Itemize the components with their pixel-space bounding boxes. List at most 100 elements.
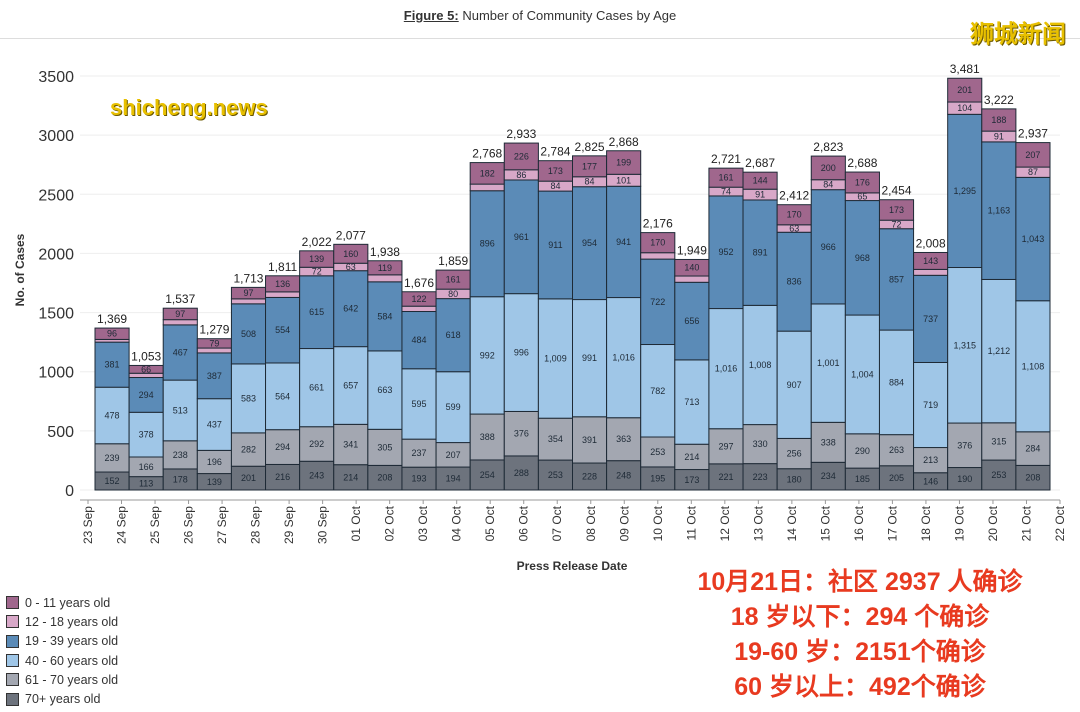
x-tick-label: 05 Oct [483, 505, 497, 541]
segment-label: 97 [175, 309, 185, 319]
total-label: 2,688 [847, 156, 877, 170]
x-tick-label: 25 Sep [148, 506, 162, 544]
segment-label: 178 [173, 474, 188, 484]
segment-label: 387 [207, 371, 222, 381]
segment-label: 961 [514, 232, 529, 242]
segment-label: 305 [377, 442, 392, 452]
segment-label: 315 [991, 436, 1006, 446]
segment-label: 294 [275, 442, 290, 452]
annotation: 10月21日：社区 2937 人确诊 18 岁以下：294 个确诊 19-60 … [650, 565, 1070, 705]
segment-label: 208 [377, 473, 392, 483]
segment-label: 238 [173, 450, 188, 460]
segment-label: 200 [821, 163, 836, 173]
bar-segment [401, 305, 437, 313]
segment-label: 966 [821, 242, 836, 252]
segment-label: 896 [480, 239, 495, 249]
bar-segment [196, 398, 232, 451]
segment-label: 1,108 [1022, 361, 1045, 371]
legend-swatch [6, 673, 19, 687]
bar-segment [878, 199, 915, 221]
segment-label: 195 [650, 473, 665, 483]
bar-segment [94, 327, 130, 340]
y-tick-label: 2500 [38, 187, 74, 204]
segment-label: 140 [684, 263, 699, 273]
total-label: 1,713 [233, 271, 263, 285]
segment-label: 341 [343, 440, 358, 450]
segment-label: 1,295 [953, 186, 976, 196]
total-label: 2,022 [302, 235, 332, 249]
x-tick-label: 02 Oct [383, 505, 397, 541]
segment-label: 1,001 [817, 358, 840, 368]
segment-label: 992 [480, 350, 495, 360]
segment-label: 180 [787, 474, 802, 484]
bar-segment [333, 243, 369, 264]
legend-swatch [6, 692, 19, 706]
bar-segment [742, 199, 778, 306]
segment-label: 857 [889, 274, 904, 284]
bar-segment [844, 200, 880, 316]
watermark-site: shicheng.news [110, 95, 268, 120]
segment-label: 104 [957, 103, 972, 113]
bar-segment [640, 252, 676, 260]
bar-segment [299, 460, 335, 491]
bar-segment [572, 299, 608, 418]
segment-label: 564 [275, 391, 290, 401]
bar-segment [503, 455, 539, 491]
segment-label: 583 [241, 393, 256, 403]
segment-label: 253 [650, 447, 665, 457]
segment-label: 214 [343, 472, 358, 482]
bar-segment [537, 298, 574, 419]
segment-label: 388 [480, 432, 495, 442]
bar-segment [367, 274, 403, 283]
bar-segment [435, 442, 471, 468]
x-tick-label: 19 Oct [952, 505, 966, 541]
segment-label: 513 [173, 405, 188, 415]
total-label: 1,676 [404, 276, 434, 290]
segment-label: 87 [1028, 167, 1038, 177]
segment-label: 884 [889, 377, 904, 387]
legend-item: 0 - 11 years old [6, 593, 118, 612]
legend-label: 61 - 70 years old [25, 672, 119, 687]
total-label: 2,825 [575, 140, 605, 154]
total-label: 2,454 [882, 184, 912, 198]
segment-label: 782 [650, 386, 665, 396]
segment-label: 144 [753, 176, 768, 186]
bar-segment [776, 437, 812, 470]
segment-label: 96 [107, 329, 117, 339]
legend-item: 70+ years old [6, 689, 118, 708]
segment-label: 584 [377, 311, 392, 321]
annotation-line: 10月21日：社区 2937 人确诊 [697, 568, 1023, 596]
segment-label: 991 [582, 353, 597, 363]
bar-segment [606, 460, 642, 491]
segment-label: 1,016 [715, 364, 738, 374]
segment-label: 290 [855, 446, 870, 456]
y-tick-label: 1000 [38, 365, 74, 382]
divider [0, 38, 1080, 39]
total-label: 1,938 [370, 245, 400, 259]
segment-label: 101 [616, 175, 631, 185]
segment-label: 72 [892, 219, 902, 229]
segment-label: 66 [141, 364, 151, 374]
segment-label: 97 [243, 288, 253, 298]
segment-label: 907 [787, 380, 802, 390]
bar-segment [265, 296, 301, 364]
y-axis-label: No. of Cases [13, 233, 27, 306]
segment-label: 185 [855, 474, 870, 484]
segment-label: 207 [1025, 150, 1040, 160]
segment-label: 84 [585, 177, 595, 187]
bar-segment [196, 347, 232, 354]
bar-segment [913, 361, 949, 449]
segment-label: 354 [548, 434, 563, 444]
x-tick-label: 21 Oct [1019, 505, 1033, 541]
x-tick-label: 14 Oct [785, 505, 799, 541]
segment-label: 253 [991, 470, 1006, 480]
x-tick-label: 01 Oct [349, 505, 363, 541]
bar-segment [537, 190, 574, 300]
x-tick-label: 18 Oct [919, 505, 933, 541]
bar-segment [981, 108, 1017, 132]
x-tick-label: 23 Sep [81, 506, 95, 544]
segment-label: 119 [378, 263, 392, 273]
segment-label: 84 [550, 181, 560, 191]
bar-segment [299, 348, 335, 428]
legend-swatch [6, 634, 19, 648]
